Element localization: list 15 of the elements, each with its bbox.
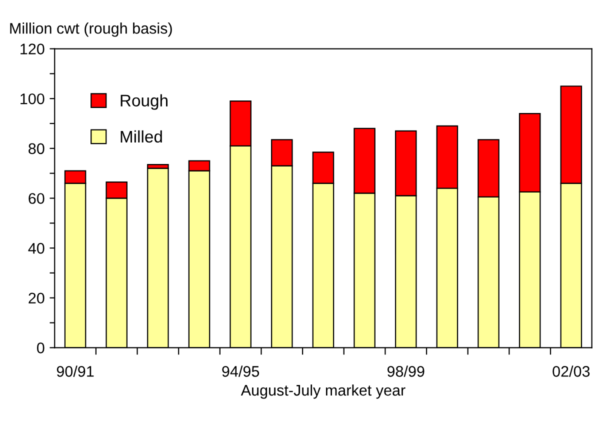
x-tick-label: 94/95 [222, 366, 260, 377]
y-tick-label: 120 [20, 44, 44, 54]
y-axis-title: Million cwt (rough basis) [10, 22, 172, 37]
y-tick-label: 20 [28, 292, 44, 304]
y-tick-label: 60 [28, 193, 44, 204]
y-tick-label: 40 [28, 242, 44, 254]
y-tick-label: 80 [28, 143, 44, 154]
legend-label: Milled [120, 130, 162, 143]
x-tick-label: 90/91 [56, 366, 94, 377]
x-axis-title: August-July market year [240, 384, 406, 399]
x-tick-label: 98/99 [387, 366, 424, 377]
legend-label: Rough [120, 94, 168, 110]
y-tick-label: 0 [37, 342, 44, 354]
y-tick-label: 100 [20, 93, 44, 104]
x-tick-label: 02/03 [552, 366, 590, 377]
